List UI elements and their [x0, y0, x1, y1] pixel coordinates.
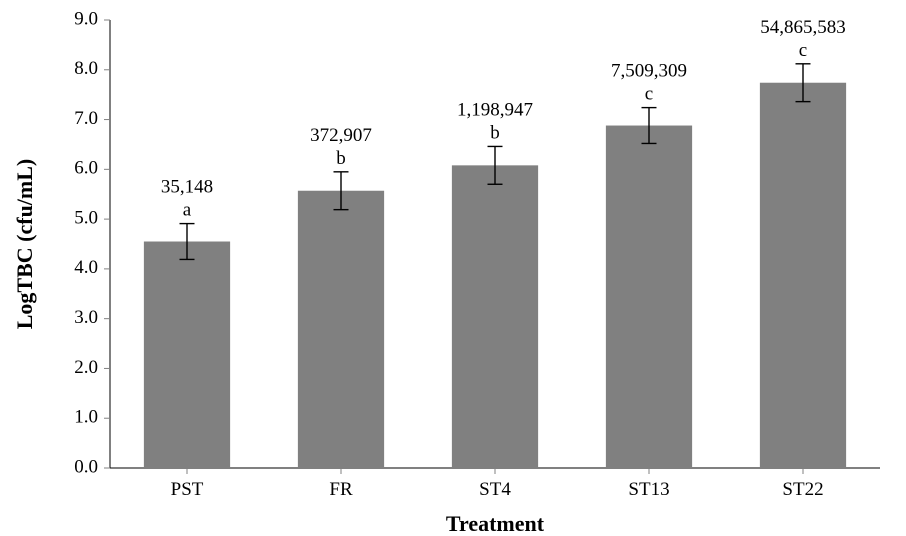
x-tick-label: PST — [171, 479, 204, 500]
bar — [606, 126, 692, 468]
x-tick-label: ST4 — [479, 479, 511, 500]
chart-container: 0.0 1.0 2.0 3.0 4.0 5.0 6.0 7.0 8.0 9.0 LogTBC (cf… — [0, 0, 906, 536]
bar-annotation-letter: c — [799, 40, 807, 61]
y-tick-label: 6.0 — [74, 158, 98, 179]
y-tick-label: 5.0 — [74, 207, 98, 228]
x-axis-label: Treatment — [446, 511, 545, 536]
bar-annotation-letter: a — [183, 200, 192, 221]
bar — [144, 242, 230, 468]
y-tick-label: 9.0 — [74, 8, 98, 29]
bar-annotation-value: 372,907 — [310, 125, 372, 146]
bar-annotation-letter: b — [336, 148, 346, 169]
bar — [298, 191, 384, 468]
bar-annotation-value: 35,148 — [161, 177, 213, 198]
bar-annotation-value: 54,865,583 — [760, 17, 846, 38]
x-tick-label: ST13 — [628, 479, 669, 500]
y-tick-label: 2.0 — [74, 357, 98, 378]
bar — [452, 165, 538, 468]
y-tick-label: 1.0 — [74, 407, 98, 428]
y-tick-label: 7.0 — [74, 108, 98, 129]
bar-annotation-letter: c — [645, 84, 653, 105]
bar-annotation-letter: b — [490, 122, 500, 143]
x-tick-label: FR — [329, 479, 353, 500]
bar-annotation-value: 1,198,947 — [457, 99, 533, 120]
y-axis-label: LogTBC (cfu/mL) — [12, 159, 37, 330]
y-tick-label: 4.0 — [74, 257, 98, 278]
y-tick-label: 8.0 — [74, 58, 98, 79]
bar-annotation-value: 7,509,309 — [611, 61, 687, 82]
x-tick-label: ST22 — [782, 479, 823, 500]
bar — [760, 83, 846, 468]
bar-chart: 0.0 1.0 2.0 3.0 4.0 5.0 6.0 7.0 8.0 9.0 LogTBC (cf… — [0, 0, 906, 536]
y-tick-label: 0.0 — [74, 456, 98, 477]
y-tick-label: 3.0 — [74, 307, 98, 328]
